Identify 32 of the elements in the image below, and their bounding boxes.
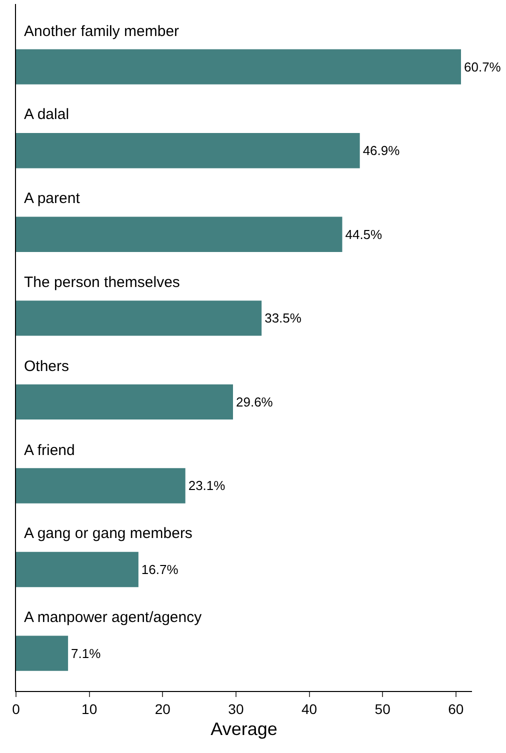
x-axis-title: Average: [210, 718, 278, 739]
y-tick-label: The person themselves: [24, 274, 180, 291]
x-tick-label: 50: [374, 700, 391, 717]
data-label: 29.6%: [236, 394, 274, 410]
data-label: 33.5%: [264, 310, 302, 326]
x-tick-label: 10: [82, 700, 98, 717]
data-label: 46.9%: [362, 143, 400, 158]
bar: [16, 216, 342, 252]
y-tick-label: A parent: [24, 190, 81, 207]
y-tick-label: A friend: [24, 442, 75, 459]
data-label: 7.1%: [71, 646, 102, 661]
y-tick-label: A dalal: [24, 106, 70, 123]
data-label: 16.7%: [141, 562, 179, 578]
bar: [16, 636, 68, 671]
bar: [16, 133, 360, 168]
x-tick-label: 20: [154, 700, 171, 717]
bar: [16, 49, 461, 84]
y-tick-label: Another family member: [24, 23, 180, 40]
bar: [16, 552, 138, 588]
data-label: 60.7%: [464, 59, 502, 74]
y-tick-label: A gang or gang members: [24, 525, 192, 542]
x-tick-label: 60: [448, 700, 464, 717]
bar: [16, 384, 233, 420]
x-tick-label: 30: [228, 700, 244, 717]
y-tick-label: A manpower agent/agency: [24, 609, 202, 626]
x-tick-label: 0: [12, 700, 20, 717]
data-label: 44.5%: [345, 226, 383, 242]
x-tick-label: 40: [301, 700, 318, 717]
y-tick-label: Others: [24, 358, 70, 375]
data-label: 23.1%: [188, 478, 226, 494]
bar: [16, 300, 262, 336]
bar: [16, 468, 186, 504]
